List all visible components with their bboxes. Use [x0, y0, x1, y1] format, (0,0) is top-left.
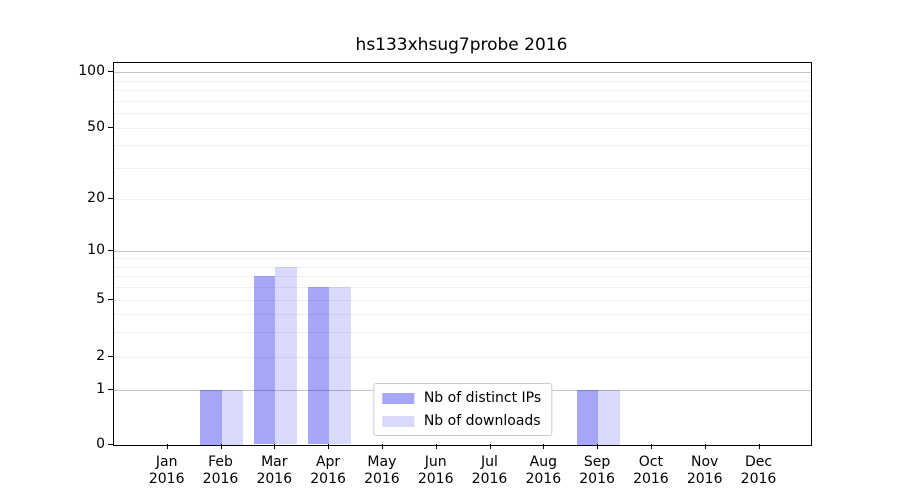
gridline-major	[114, 72, 811, 73]
gridline-minor	[114, 313, 811, 315]
gridline-minor	[114, 128, 811, 129]
x-tick-mark	[220, 444, 222, 449]
y-tick-label: 100	[78, 63, 105, 79]
gridline-minor	[114, 300, 811, 301]
x-tick-label-jun: Jun 2016	[417, 454, 454, 487]
legend-swatch-downloads	[381, 415, 414, 427]
x-tick-mark	[274, 444, 276, 449]
y-tick-mark	[108, 198, 113, 199]
gridline-minor	[114, 357, 811, 358]
x-tick-mark	[166, 444, 168, 449]
gridline-minor	[114, 80, 811, 82]
x-tick-label-apr: Apr 2016	[310, 454, 346, 487]
legend-label-downloads: Nb of downloads	[423, 413, 541, 429]
legend-label-distinct-ips: Nb of distinct IPs	[423, 390, 542, 406]
gridline-minor	[114, 199, 811, 200]
y-tick-mark	[108, 389, 113, 390]
gridline-minor	[114, 331, 811, 333]
y-tick-label: 10	[87, 242, 105, 258]
legend-swatch-distinct-ips	[381, 392, 414, 404]
legend-item-downloads: Nb of downloads	[381, 413, 541, 429]
y-tick-mark	[108, 443, 113, 445]
gridline-minor	[114, 167, 811, 169]
gridline-minor	[114, 258, 811, 260]
y-tick-label: 5	[96, 291, 105, 307]
x-tick-mark	[704, 444, 706, 449]
x-tick-label-jul: Jul 2016	[471, 454, 508, 487]
y-tick-label: 20	[87, 190, 105, 206]
x-tick-mark	[381, 444, 383, 449]
y-tick-label: 50	[87, 119, 105, 135]
y-tick-mark	[108, 250, 113, 251]
x-tick-label-feb: Feb 2016	[202, 454, 239, 487]
y-tick-label: 1	[96, 381, 105, 397]
gridline-minor	[114, 145, 811, 147]
x-tick-label-jan: Jan 2016	[148, 454, 185, 487]
plot-area: Nb of distinct IPs Nb of downloads	[113, 62, 812, 446]
x-tick-label-aug: Aug 2016	[525, 454, 562, 487]
legend-item-distinct-ips: Nb of distinct IPs	[381, 390, 542, 406]
bar-feb-distinct-ips	[200, 390, 222, 445]
gridline-minor	[114, 90, 811, 91]
x-tick-label-may: May 2016	[364, 454, 400, 487]
x-tick-mark	[650, 444, 652, 449]
gridline-minor	[114, 266, 811, 268]
x-tick-label-mar: Mar 2016	[256, 454, 293, 487]
x-tick-mark	[543, 444, 545, 449]
x-tick-label-sep: Sep 2016	[579, 454, 615, 487]
bar-mar-distinct-ips	[253, 276, 276, 445]
chart-title: hs133xhsug7probe 2016	[355, 35, 568, 55]
x-tick-mark	[435, 444, 437, 449]
x-tick-mark	[328, 444, 330, 449]
gridline-minor	[114, 276, 811, 278]
gridline-major	[114, 251, 811, 252]
x-tick-mark	[597, 444, 599, 449]
bar-feb-downloads	[221, 390, 243, 445]
bar-sep-downloads	[598, 390, 620, 445]
bar-sep-distinct-ips	[576, 390, 599, 445]
x-tick-label-dec: Dec 2016	[740, 454, 777, 487]
y-tick-mark	[108, 356, 113, 357]
gridline-minor	[114, 287, 811, 289]
y-tick-label: 0	[96, 435, 105, 452]
y-tick-mark	[108, 71, 113, 72]
y-tick-label: 2	[96, 348, 105, 364]
x-tick-mark	[758, 444, 760, 449]
x-tick-mark	[489, 444, 491, 449]
bar-apr-distinct-ips	[307, 287, 330, 445]
bar-apr-downloads	[329, 287, 351, 445]
y-tick-mark	[108, 299, 113, 300]
y-tick-mark	[108, 127, 113, 128]
gridline-minor	[114, 100, 811, 102]
x-tick-label-oct: Oct 2016	[633, 454, 669, 487]
x-tick-label-nov: Nov 2016	[686, 454, 723, 487]
legend: Nb of distinct IPs Nb of downloads	[372, 383, 553, 436]
gridline-minor	[114, 113, 811, 115]
bar-mar-downloads	[275, 266, 297, 445]
